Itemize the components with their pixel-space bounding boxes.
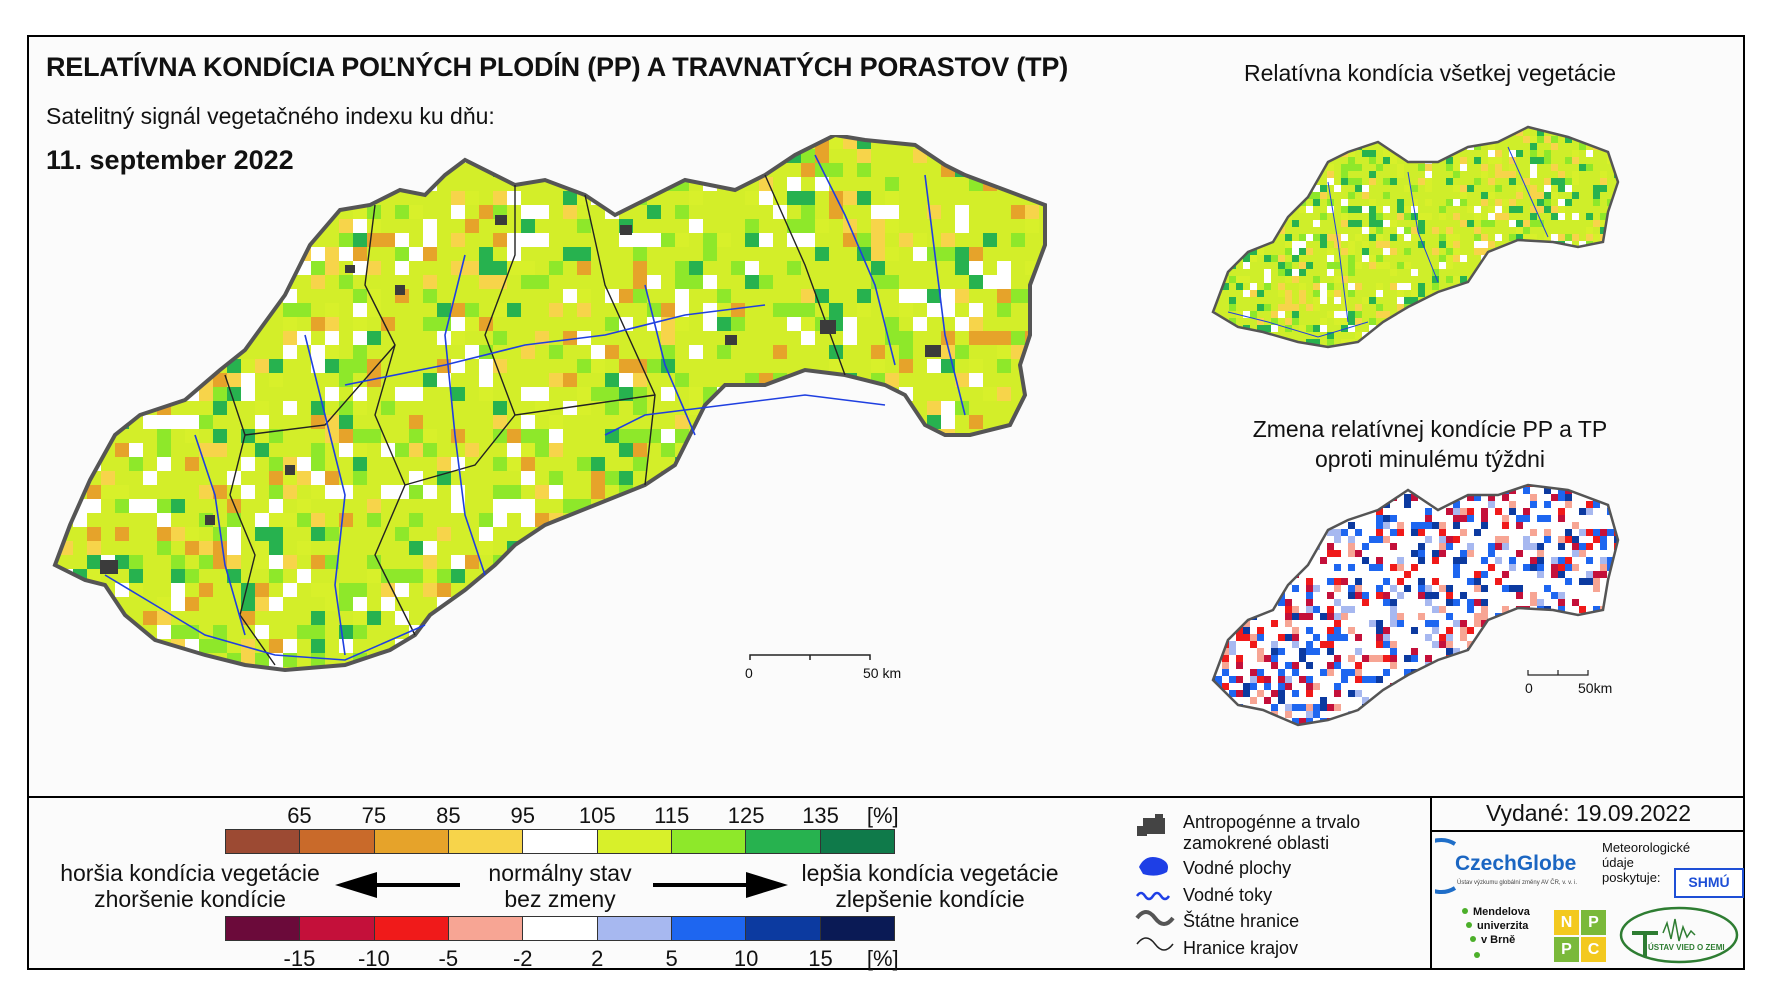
- condition-raster: [55, 135, 1045, 670]
- tick-label: 95: [510, 803, 535, 828]
- map-symbol-icons: [1135, 814, 1175, 951]
- legend-anthropogenic-1: Antropogénne a trvalo: [1183, 812, 1361, 832]
- tick-label: 125: [727, 803, 765, 828]
- tick-label: 115: [654, 803, 690, 828]
- colorbar-swatch: [300, 830, 375, 853]
- colorbar-swatch: [820, 917, 894, 940]
- legend-divider: [1430, 796, 1432, 970]
- tick-label: 75: [361, 803, 387, 828]
- legend-state-borders: Štátne hranice: [1183, 911, 1300, 931]
- tick-label: 15: [808, 946, 833, 971]
- colorbar-swatch: [523, 917, 598, 940]
- legend-separator: [27, 796, 1745, 798]
- colorbar-swatch: [374, 830, 449, 853]
- tick-label: [%]: [866, 803, 899, 828]
- colorbar-swatch: [820, 830, 894, 853]
- worse-label-1: horšia kondícia vegetácie: [60, 860, 320, 886]
- colorbar-swatch: [523, 830, 598, 853]
- inset-change-title-2: oproti minulému týždni: [1314, 446, 1546, 472]
- colorbar-swatch: [448, 830, 524, 853]
- scalebar-inset-start: 0: [1525, 680, 1533, 696]
- meteo-provider: Meteorologické údaje poskytuje: SHMÚ: [1602, 840, 1744, 898]
- czechglobe-logo: CzechGlobe Ústav výzkumu globální změny …: [1435, 836, 1595, 896]
- uvz-logo: ÚSTAV VIED O ZEMI: [1618, 905, 1740, 965]
- water-body-icon: [1139, 857, 1168, 876]
- colorbar-swatch: [374, 917, 449, 940]
- state-border-icon: [1135, 910, 1175, 926]
- date-label: 11. september 2022: [46, 145, 294, 175]
- mendel-logo: Mendelova univerzita v Brně: [1455, 905, 1550, 965]
- legend-region-borders: Hranice krajov: [1183, 938, 1299, 958]
- tick-label: 105: [578, 803, 616, 828]
- colorbar-swatch: [597, 917, 672, 940]
- tick-label: -5: [438, 946, 459, 971]
- arrow-left-icon: [335, 872, 460, 898]
- inset-change-map: 0 50km: [1211, 483, 1620, 727]
- tick-label: 65: [287, 803, 312, 828]
- main-map: 0 50 km: [52, 135, 1047, 681]
- condition-colorbar: [225, 829, 895, 854]
- tick-label: 135: [802, 803, 839, 828]
- inset-vegetation-map: [1211, 125, 1620, 349]
- tick-label: [%]: [866, 946, 899, 971]
- tick-label: -2: [512, 946, 533, 971]
- tick-label: -10: [357, 946, 390, 971]
- colorbar-swatch: [746, 830, 821, 853]
- colorbar-swatch: [226, 917, 301, 940]
- normal-label-1: normálny stav: [488, 860, 632, 886]
- colorbar-swatch: [671, 917, 747, 940]
- colorbar-swatch: [597, 830, 672, 853]
- colorbar-swatch: [300, 917, 375, 940]
- arrow-right-icon: [653, 872, 788, 898]
- scalebar-main-end: 50 km: [863, 665, 901, 681]
- scalebar-main-start: 0: [745, 665, 753, 681]
- legend-anthropogenic-2: zamokrené oblasti: [1183, 833, 1330, 853]
- scalebar-main: [749, 654, 871, 660]
- tick-label: 10: [733, 946, 759, 971]
- better-label-2: zlepšenie kondície: [835, 886, 1025, 912]
- tick-label: 5: [665, 946, 678, 971]
- rivers: [104, 154, 966, 661]
- inset-change-title-1: Zmena relatívnej kondície PP a TP: [1252, 416, 1608, 442]
- tick-label: 85: [436, 803, 461, 828]
- normal-label-2: bez zmeny: [504, 886, 616, 912]
- legend-water-bodies: Vodné plochy: [1183, 858, 1292, 878]
- subtitle: Satelitný signál vegetačného indexu ku d…: [46, 103, 495, 129]
- region-borders: [224, 174, 846, 666]
- issued-date: Vydané: 19.09.2022: [1485, 800, 1692, 826]
- issued-divider: [1430, 830, 1745, 832]
- anthropogenic-icon: [1137, 814, 1165, 836]
- river-icon: [1135, 891, 1171, 901]
- better-label-1: lepšia kondícia vegetácie: [801, 860, 1059, 886]
- anthropogenic-areas: [100, 215, 941, 574]
- colorbar-swatch: [746, 917, 821, 940]
- colorbar-swatch: [671, 830, 747, 853]
- legend-rivers: Vodné toky: [1183, 885, 1273, 905]
- nppc-logo: N P P C: [1554, 910, 1606, 962]
- tick-label: 2: [591, 946, 604, 971]
- page-title: RELATÍVNA KONDÍCIA POĽNÝCH PLODÍN (PP) A…: [46, 52, 1069, 82]
- tick-label: -15: [283, 946, 316, 971]
- inset-vegetation-title: Relatívna kondícia všetkej vegetácie: [1243, 60, 1617, 86]
- scalebar-inset-end: 50km: [1578, 680, 1612, 696]
- worse-label-2: zhoršenie kondície: [94, 886, 286, 912]
- shmu-logo: SHMÚ: [1674, 868, 1744, 898]
- region-border-icon: [1136, 937, 1174, 951]
- colorbar-swatch: [448, 917, 524, 940]
- change-colorbar: [225, 916, 895, 941]
- state-border: [52, 135, 1047, 673]
- colorbar-swatch: [226, 830, 301, 853]
